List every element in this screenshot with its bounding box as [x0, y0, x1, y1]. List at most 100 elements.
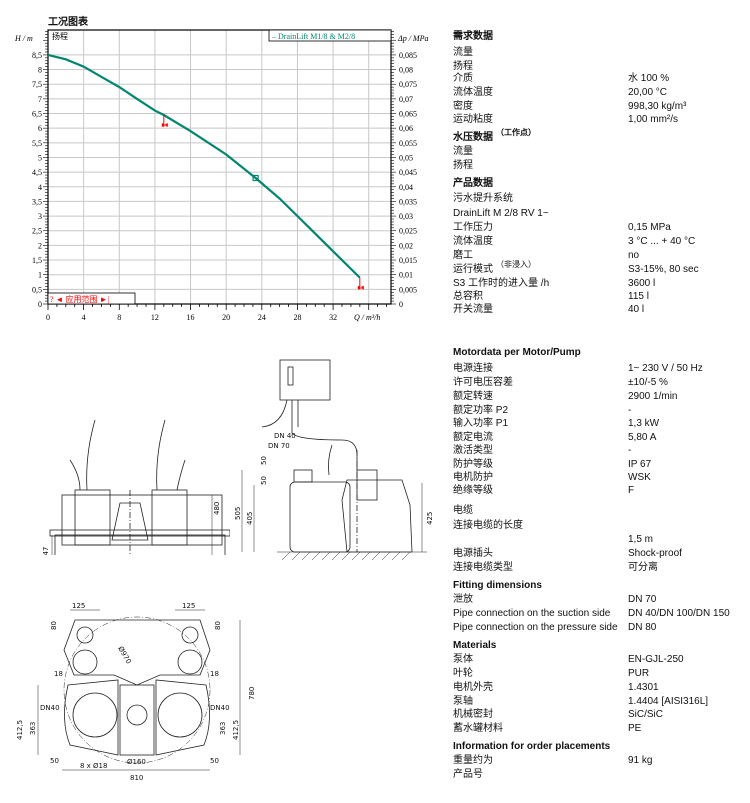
- spec-label: 流量: [453, 46, 473, 60]
- spec-value: EN-GJL-250: [628, 654, 684, 665]
- spec-label: Motordata per Motor/Pump: [453, 346, 581, 360]
- spec-label: 流体温度: [453, 86, 493, 100]
- x-tick-label: 0: [46, 313, 50, 322]
- x-axis-label: Q / m³/h: [354, 313, 380, 322]
- spec-value: 115 l: [628, 291, 649, 302]
- spec-row: 泵轴 1.4404 [AISI316L]: [453, 695, 750, 709]
- spec-label: 总容积: [453, 290, 483, 304]
- spec-row: 总容积 115 l: [453, 290, 750, 304]
- spec-value: 91 kg: [628, 755, 653, 766]
- spec-label: 蓄水罐材料: [453, 722, 503, 736]
- dim-412-right: 412,5: [232, 720, 240, 740]
- dim-dn70: DN 70: [268, 442, 290, 450]
- spec-value: 水 100 %: [628, 73, 670, 84]
- spec-value: DN 70: [628, 594, 657, 605]
- spec-value: 1.4301: [628, 682, 659, 693]
- y2-tick-label: 0,06: [399, 124, 413, 133]
- spec-label-text: 电缆: [453, 505, 473, 516]
- spec-label: 电源插头: [453, 547, 493, 561]
- spec-label-text: 介质: [453, 73, 473, 84]
- spec-row: 防护等级 IP 67: [453, 458, 750, 472]
- spec-value: IP 67: [628, 459, 652, 470]
- spec-row: 激活类型 -: [453, 444, 750, 458]
- spec-label: 扬程: [453, 60, 473, 74]
- spec-label: 密度: [453, 100, 473, 114]
- dim-125-left: 125: [72, 602, 85, 610]
- spec-label: 运动粘度: [453, 113, 493, 127]
- y2-tick-label: 0,08: [399, 66, 413, 75]
- y-tick-label: 3,5: [32, 197, 42, 206]
- spec-row: 运行模式 （非浸入） S3-15%, 80 sec: [453, 260, 750, 277]
- spec-label: 运行模式 （非浸入）: [453, 260, 539, 277]
- y-tick-label: 4,5: [32, 168, 42, 177]
- y2-axis-label: Δp / MPa: [397, 34, 428, 43]
- side-view-drawing: DN 40 DN 70 50 50 505 405 425: [234, 359, 434, 561]
- spec-label-text: Information for order placements: [453, 741, 611, 752]
- spec-value: 1,00 mm²/s: [628, 114, 679, 125]
- dim-363-right: 363: [219, 722, 227, 735]
- spec-row: 水压数据 （工作点）: [453, 128, 750, 145]
- x-tick-label: 4: [82, 313, 86, 322]
- dim-80-left: 80: [50, 621, 58, 630]
- y2-tick-label: 0,075: [399, 80, 417, 89]
- y2-tick-label: 0,065: [399, 110, 417, 119]
- spec-value: 20,00 °C: [628, 87, 668, 98]
- dim-125-right: 125: [182, 602, 195, 610]
- y-tick-label: 2: [38, 241, 42, 250]
- spec-label: 污水提升系统: [453, 192, 513, 206]
- spec-label: S3 工作时的进入量 /h: [453, 277, 549, 291]
- y2-tick-label: 0,01: [399, 271, 413, 280]
- spec-label-text: 泄放: [453, 594, 473, 605]
- spec-label: Pipe connection on the suction side: [453, 607, 610, 621]
- spec-row: 泄放 DN 70: [453, 593, 750, 607]
- spec-value: PUR: [628, 668, 650, 679]
- spec-label: 许可电压容差: [453, 376, 513, 390]
- y-tick-label: 7,5: [32, 80, 42, 89]
- pump-curve-line: [47, 53, 361, 279]
- spec-row: 流体温度 20,00 °C: [453, 86, 750, 100]
- spec-label-text: 泵体: [453, 654, 473, 665]
- spec-label: 产品号: [453, 768, 483, 782]
- spec-value: Shock-proof: [628, 548, 682, 559]
- y-tick-label: 4: [38, 183, 42, 192]
- dim-780: 780: [248, 687, 256, 700]
- spec-value: 1,3 kW: [628, 418, 660, 429]
- y2-tick-label: 0,035: [399, 197, 417, 206]
- spec-row: 产品号: [453, 768, 750, 782]
- y-tick-label: 1,5: [32, 256, 42, 265]
- spec-label: 额定转速: [453, 390, 493, 404]
- spec-value: 1,5 m: [628, 534, 654, 545]
- dim-50-top: 50: [260, 456, 268, 465]
- y2-tick-label: 0,045: [399, 168, 417, 177]
- spec-value: F: [628, 485, 635, 496]
- spec-label: 电源连接: [453, 362, 493, 376]
- spec-label-text: 产品号: [453, 769, 483, 780]
- x-tick-label: 24: [258, 313, 266, 322]
- y2-tick-label: 0,005: [399, 285, 417, 294]
- spec-row: 机械密封 SiC/SiC: [453, 708, 750, 722]
- spec-row: 扬程: [453, 159, 750, 173]
- spec-section-heading: Materials: [453, 639, 750, 653]
- y2-tick-label: 0,05: [399, 153, 413, 162]
- y-tick-label: 5: [38, 153, 42, 162]
- spec-label: 防护等级: [453, 458, 493, 472]
- spec-value: 1.4404 [AISI316L]: [628, 696, 709, 707]
- legend-entry: – DrainLift M1/8 & M2/8: [271, 32, 355, 41]
- y-tick-label: 8,5: [32, 51, 42, 60]
- spec-label: 水压数据 （工作点）: [453, 128, 539, 145]
- spec-label: 扬程: [453, 159, 473, 173]
- spec-label: Materials: [453, 639, 496, 653]
- spec-row: 绝缘等级 F: [453, 484, 750, 498]
- range-marker-arrow: [357, 285, 364, 290]
- spec-value: WSK: [628, 472, 651, 483]
- dim-480: 480: [213, 502, 221, 515]
- y2-tick-label: 0,02: [399, 241, 413, 250]
- spec-row: 电机外壳 1.4301: [453, 681, 750, 695]
- spec-row: 流体温度 3 °C ... + 40 °C: [453, 235, 750, 249]
- spec-label: 电机外壳: [453, 681, 493, 695]
- spec-label-note: （工作点）: [496, 128, 536, 137]
- spec-label-text: 额定功率 P2: [453, 405, 509, 416]
- spec-label-text: 额定电流: [453, 432, 493, 443]
- spec-label-text: 叶轮: [453, 668, 473, 679]
- spec-label-text: 水压数据: [453, 132, 493, 143]
